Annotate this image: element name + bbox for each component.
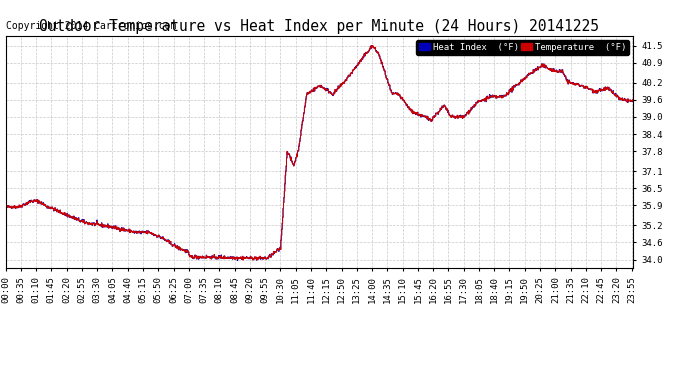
Text: Copyright 2014 Cartronics.com: Copyright 2014 Cartronics.com <box>6 21 176 31</box>
Title: Outdoor Temperature vs Heat Index per Minute (24 Hours) 20141225: Outdoor Temperature vs Heat Index per Mi… <box>39 20 600 34</box>
Legend: Heat Index  (°F), Temperature  (°F): Heat Index (°F), Temperature (°F) <box>416 40 629 54</box>
